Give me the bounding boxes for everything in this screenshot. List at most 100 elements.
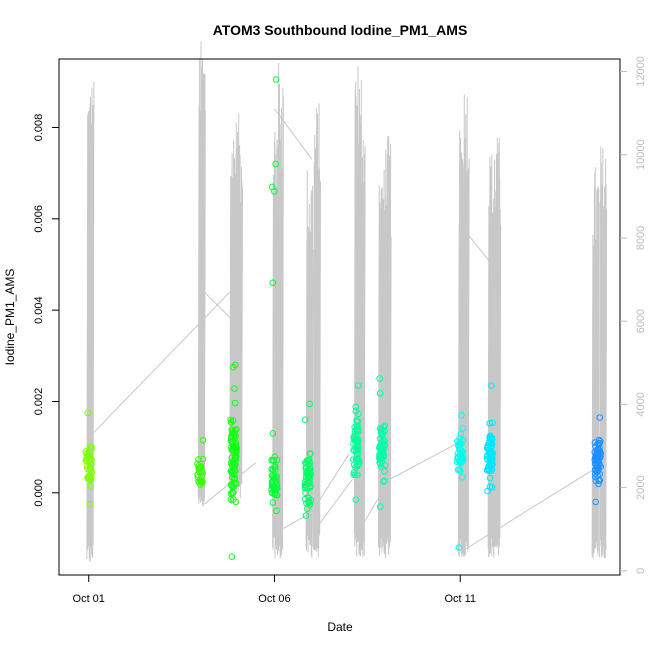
point-c2-76: [229, 427, 237, 435]
point-c5-56: [352, 496, 360, 504]
point-c0-29: [84, 465, 91, 473]
point-c8-56: [485, 466, 493, 474]
point-c4-52: [302, 473, 310, 481]
point-c7-42: [457, 430, 465, 438]
point-c8-34: [484, 487, 491, 495]
point-c0-27: [86, 449, 93, 456]
point-c5-52: [351, 428, 359, 435]
y-axis-left: 0.000 0.002 0.004 0.006 0.008: [33, 114, 59, 507]
x-tick-label-0: Oct 01: [73, 593, 105, 605]
point-c4-55: [301, 416, 309, 424]
point-c2-65: [230, 475, 238, 483]
point-c0-35: [84, 409, 92, 417]
right-series-spike-5: [275, 62, 284, 559]
point-c4-51: [306, 478, 313, 486]
right-series-spike-16: [591, 167, 600, 559]
point-c0-26: [87, 464, 95, 472]
point-c2-48: [231, 385, 238, 392]
point-c2-69: [230, 459, 238, 466]
point-c0-21: [82, 448, 90, 455]
point-c6-54: [381, 422, 389, 430]
right-series-spike-6: [305, 170, 314, 558]
right-axis-series: [86, 41, 608, 562]
y-right-tick-label-5: 10000: [635, 139, 647, 170]
point-c7-44: [458, 440, 465, 447]
point-c1-20: [195, 478, 202, 485]
right-series-spike-1: [197, 41, 206, 507]
right-series-spike-13: [461, 94, 470, 556]
point-c7-43: [454, 454, 462, 462]
point-c2-53: [233, 426, 240, 433]
point-c2-6: [231, 399, 239, 407]
point-c8-53: [485, 465, 492, 472]
y-left-tick-label-1: 0.002: [33, 388, 45, 416]
point-c6-15: [380, 478, 387, 486]
point-c0-32: [86, 473, 94, 480]
point-c2-66: [229, 474, 236, 481]
point-c0-24: [86, 452, 93, 460]
point-c4-50: [304, 505, 311, 513]
point-c3-42: [271, 491, 279, 498]
x-axis-label: Date: [327, 620, 353, 634]
y-right-tick-label-1: 2000: [635, 475, 647, 499]
point-c7-38: [454, 466, 462, 474]
right-series-connector-3: [274, 108, 313, 160]
point-c9-65: [594, 458, 602, 465]
y-axis-right: 0 2000 4000 6000 8000 10000 12000: [620, 56, 647, 574]
y-right-tick-label-3: 6000: [635, 309, 647, 333]
point-c0-22: [88, 446, 95, 453]
right-series-connector-5: [314, 479, 353, 530]
point-c9-36: [595, 477, 603, 485]
point-c2-60: [227, 481, 235, 488]
point-c6-55: [376, 375, 384, 382]
y-axis-label: Iodine_PM1_AMS: [3, 269, 17, 366]
point-c2-46: [227, 490, 235, 497]
point-c9-66: [595, 441, 602, 449]
x-tick-label-1: Oct 06: [258, 593, 290, 605]
point-c0-13: [87, 482, 94, 490]
point-c1-4: [199, 455, 207, 463]
point-c4-56: [306, 400, 313, 408]
point-c9-70: [596, 414, 604, 421]
point-c4-44: [302, 465, 310, 472]
right-series-spike-11: [383, 135, 392, 559]
point-c3-23: [273, 507, 280, 515]
point-c7-46: [455, 544, 463, 551]
point-c0-36: [86, 500, 94, 508]
point-c1-22: [196, 465, 204, 473]
point-c6-48: [381, 468, 388, 475]
point-c3-9: [271, 453, 279, 461]
point-c2-68: [228, 434, 235, 441]
point-c6-56: [377, 503, 384, 510]
point-c3-41: [268, 480, 276, 487]
point-c5-55: [354, 382, 362, 389]
point-c4-53: [301, 495, 309, 503]
point-c9-69: [593, 449, 601, 457]
point-c0-25: [87, 456, 94, 463]
point-c2-79: [233, 447, 240, 455]
point-c5-32: [355, 410, 362, 418]
point-c5-20: [350, 456, 357, 463]
right-series-connector-6: [359, 441, 461, 530]
point-c8-33: [488, 484, 496, 491]
point-c1-25: [199, 437, 207, 444]
point-c2-81: [229, 363, 237, 371]
point-c7-28: [458, 474, 466, 481]
point-c5-16: [354, 471, 361, 479]
point-c3-40: [272, 474, 279, 481]
point-c4-43: [306, 464, 314, 472]
point-c5-1: [352, 403, 360, 411]
point-c8-60: [488, 382, 495, 389]
point-c7-39: [458, 450, 466, 458]
point-c3-22: [269, 499, 277, 506]
point-c9-56: [597, 438, 604, 445]
point-c3-43: [273, 480, 280, 488]
point-c8-55: [486, 474, 494, 482]
right-series-spike-7: [313, 103, 321, 558]
y-right-tick-label-6: 12000: [635, 56, 647, 87]
point-c8-49: [483, 466, 491, 474]
point-c5-50: [354, 457, 362, 465]
point-c6-11: [381, 477, 388, 485]
y-right-tick-label-2: 4000: [635, 392, 647, 416]
